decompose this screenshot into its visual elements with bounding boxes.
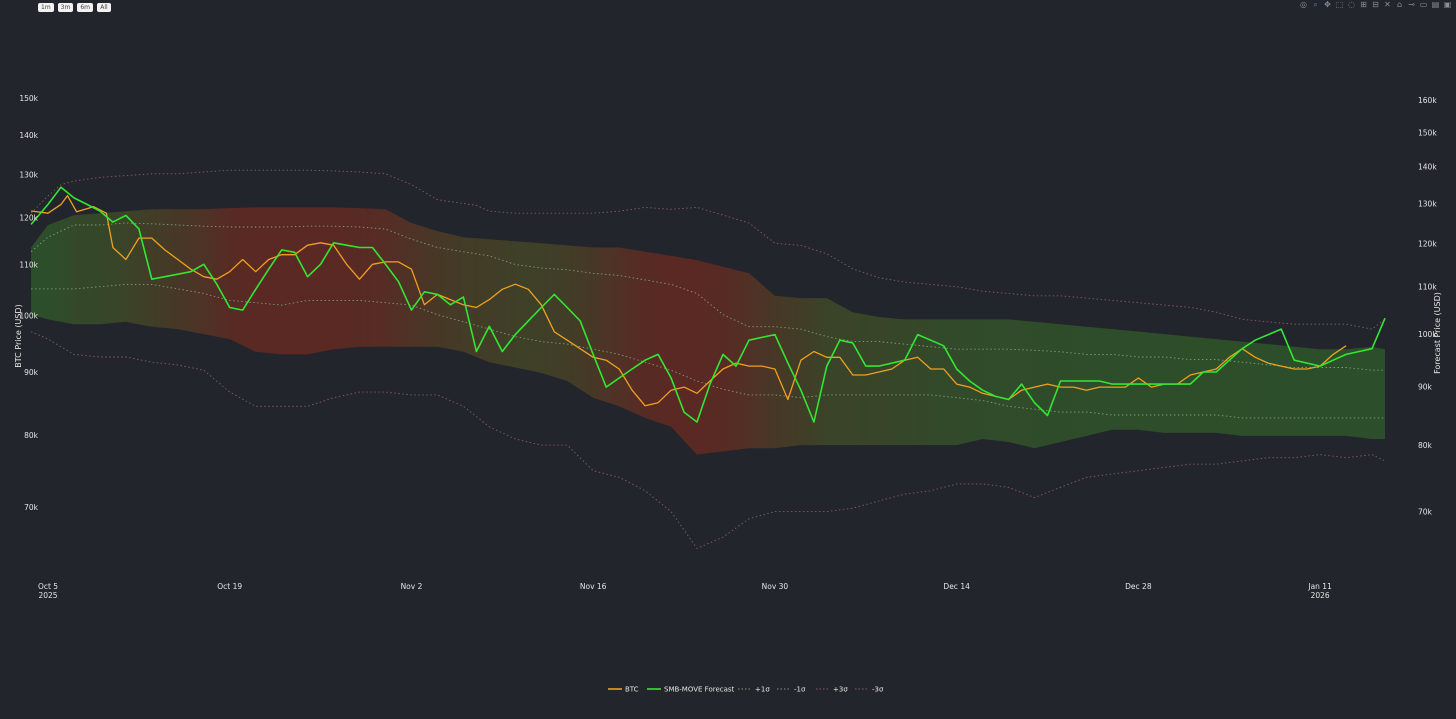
lasso-icon[interactable]: ◌	[1348, 0, 1355, 9]
autoscale-icon[interactable]: ✕	[1384, 0, 1391, 9]
x-tick-year: 2026	[1311, 591, 1330, 600]
box-select-icon[interactable]: ⬚	[1335, 0, 1344, 9]
x-tick-label: Oct 5	[38, 582, 58, 591]
volatility-band	[31, 207, 1386, 455]
x-tick-label: Dec 14	[943, 582, 970, 591]
hover-closest-icon[interactable]: ▭	[1419, 0, 1428, 9]
y2-tick-label: 120k	[1418, 239, 1437, 248]
x-tick-label: Nov 30	[762, 582, 789, 591]
x-tick-label: Nov 2	[401, 582, 423, 591]
legend-label[interactable]: +1σ	[755, 686, 770, 694]
reset-axes-icon[interactable]: ⌂	[1396, 0, 1403, 9]
y2-tick-label: 90k	[1418, 383, 1433, 392]
series-line-+1-[interactable]	[30, 222, 1385, 371]
chart-legend: BTC SMB-MOVE Forecast +1σ -1σ +3σ -3σ	[608, 686, 884, 694]
x-tick-label: Nov 16	[580, 582, 607, 591]
zoom-in-icon[interactable]: ⊞	[1360, 0, 1367, 9]
y-tick-label: 120k	[19, 214, 38, 223]
camera-icon[interactable]: ◎	[1300, 0, 1307, 9]
pan-icon[interactable]: ✥	[1324, 0, 1331, 9]
y2-tick-label: 70k	[1418, 508, 1433, 517]
range-button-3m[interactable]: 3m	[57, 3, 74, 12]
legend-label[interactable]: SMB-MOVE Forecast	[664, 686, 735, 694]
y2-tick-label: 100k	[1418, 330, 1437, 339]
zoom-out-icon[interactable]: ⊟	[1372, 0, 1379, 9]
series-line-btc[interactable]	[31, 195, 1347, 407]
y-tick-label: 90k	[24, 368, 39, 377]
y-tick-label: 150k	[19, 94, 38, 103]
y-tick-label: 110k	[19, 260, 38, 269]
y2-tick-label: 80k	[1418, 441, 1433, 450]
legend-label[interactable]: +3σ	[833, 686, 848, 694]
plot-modebar: ◎ ⌕ ✥ ⬚ ◌ ⊞ ⊟ ✕ ⌂ ⊸ ▭ ▤ ▣	[1299, 0, 1452, 9]
y2-tick-label: 150k	[1418, 128, 1437, 137]
zoom-icon[interactable]: ⌕	[1313, 0, 1318, 9]
y-tick-label: 140k	[19, 131, 38, 140]
y-tick-label: 100k	[19, 311, 38, 320]
x-tick-year: 2025	[38, 591, 57, 600]
x-tick-label: Oct 19	[217, 582, 242, 591]
legend-label[interactable]: -3σ	[872, 686, 884, 694]
range-button-6m[interactable]: 6m	[77, 3, 94, 12]
range-button-all[interactable]: All	[97, 3, 112, 12]
y2-axis-title: Forecast Price (USD)	[1433, 292, 1442, 374]
legend-label[interactable]: -1σ	[794, 686, 806, 694]
hover-compare-icon[interactable]: ▤	[1431, 0, 1440, 9]
y2-tick-label: 110k	[1418, 283, 1437, 292]
spike-lines-icon[interactable]: ⊸	[1408, 0, 1415, 9]
y-tick-label: 130k	[19, 171, 38, 180]
y-axis-title: BTC Price (USD)	[14, 304, 23, 367]
y2-tick-label: 140k	[1418, 163, 1437, 172]
plotly-logo-icon[interactable]: ▣	[1443, 0, 1452, 9]
x-tick-label: Dec 28	[1125, 582, 1152, 591]
range-button-1m[interactable]: 1m	[38, 3, 54, 12]
legend-label[interactable]: BTC	[625, 686, 639, 694]
y2-tick-label: 160k	[1418, 96, 1437, 105]
y-tick-label: 70k	[24, 503, 39, 512]
x-tick-label: Jan 11	[1307, 582, 1332, 591]
series-line-smb-move-forecast[interactable]	[30, 186, 1386, 423]
y2-tick-label: 130k	[1418, 200, 1437, 209]
range-selector: 1m 3m 6m All	[38, 3, 112, 12]
y-tick-label: 80k	[24, 431, 39, 440]
